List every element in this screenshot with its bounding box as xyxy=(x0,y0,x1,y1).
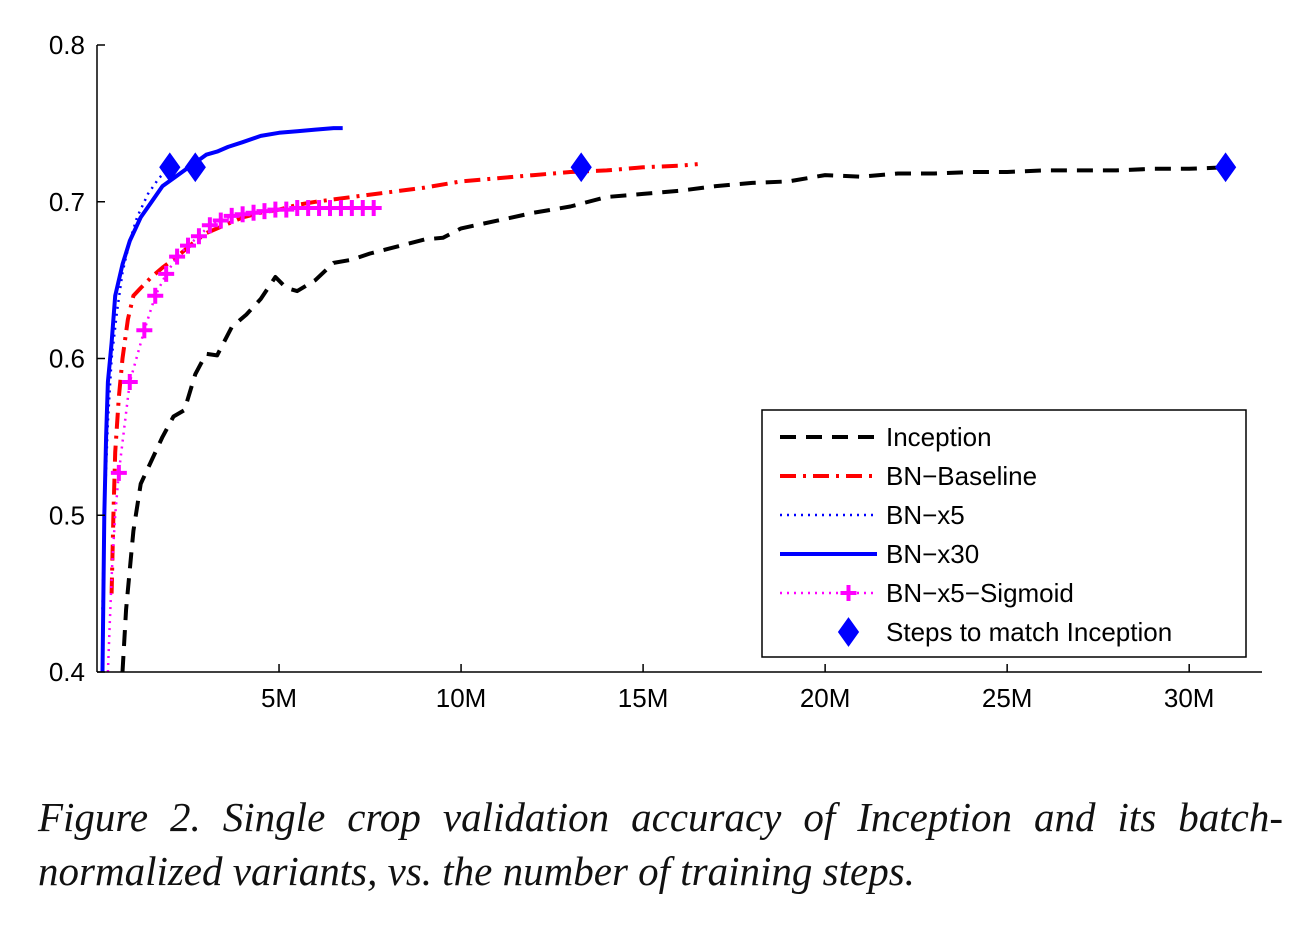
data-point xyxy=(169,248,186,265)
accuracy-chart: 0.4 0.5 0.6 0.7 0.8 5M 10M 15M 20M 25M 30M Incepti… xyxy=(49,30,1262,713)
legend-label: BN−x5−Sigmoid xyxy=(886,578,1074,608)
x-tick-label: 5M xyxy=(261,683,297,713)
legend-entry: BN−Baseline xyxy=(780,461,1037,491)
x-tick-label: 20M xyxy=(800,683,851,713)
x-tick-label: 25M xyxy=(982,683,1033,713)
data-point xyxy=(570,152,592,183)
series-3 xyxy=(100,126,343,673)
series-4 xyxy=(106,200,382,673)
legend-entry: Inception xyxy=(780,422,992,452)
data-point xyxy=(110,464,127,481)
data-point xyxy=(159,152,181,183)
data-point xyxy=(136,322,153,339)
series-5 xyxy=(159,152,1237,183)
figure-caption: Figure 2. Single crop validation accurac… xyxy=(38,794,1283,894)
y-tick-label: 0.4 xyxy=(49,657,85,687)
y-tick-label: 0.6 xyxy=(49,344,85,374)
x-tick-label: 30M xyxy=(1164,683,1215,713)
series-2 xyxy=(101,166,171,610)
axes: 0.4 0.5 0.6 0.7 0.8 5M 10M 15M 20M 25M 30M xyxy=(49,30,1262,713)
legend: Inception BN−Baseline BN−x5 BN−x30 BN−x5−Sig… xyxy=(761,409,1247,658)
data-point xyxy=(190,228,207,245)
series-0 xyxy=(120,165,1226,673)
series-layer xyxy=(100,126,1237,673)
legend-label: BN−Baseline xyxy=(886,461,1037,491)
series-line xyxy=(101,166,171,610)
legend-entry: BN−x5 xyxy=(780,500,965,530)
data-point xyxy=(121,374,138,391)
y-tick-label: 0.7 xyxy=(49,187,85,217)
x-tick-label: 10M xyxy=(436,683,487,713)
legend-entry: BN−x5−Sigmoid xyxy=(780,578,1074,608)
legend-box xyxy=(761,409,1247,658)
data-point xyxy=(147,287,164,304)
data-point xyxy=(1214,152,1237,183)
legend-entry: Steps to match Inception xyxy=(837,617,1172,647)
data-point xyxy=(180,237,197,254)
series-line xyxy=(106,206,374,673)
legend-label: BN−x30 xyxy=(886,539,979,569)
data-point xyxy=(158,265,175,282)
series-line xyxy=(120,165,1226,673)
data-point xyxy=(201,217,218,234)
series-line xyxy=(100,126,343,673)
x-tick-label: 15M xyxy=(618,683,669,713)
legend-marker xyxy=(840,585,857,601)
data-point xyxy=(184,152,206,183)
data-point xyxy=(365,200,382,217)
data-point xyxy=(212,212,229,229)
legend-label: Inception xyxy=(886,422,992,452)
y-tick-label: 0.5 xyxy=(49,500,85,530)
legend-label: BN−x5 xyxy=(886,500,965,530)
y-tick-label: 0.8 xyxy=(49,30,85,60)
legend-marker xyxy=(837,617,860,647)
legend-label: Steps to match Inception xyxy=(886,617,1172,647)
legend-entry: BN−x30 xyxy=(780,539,979,569)
